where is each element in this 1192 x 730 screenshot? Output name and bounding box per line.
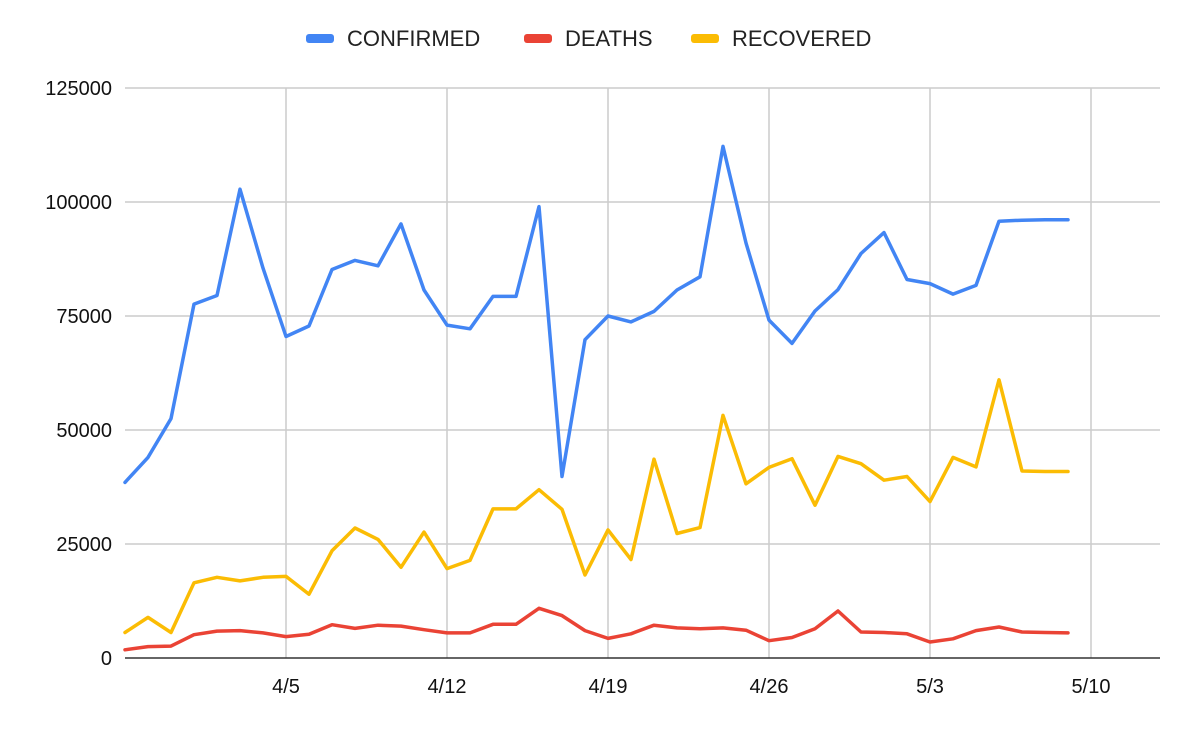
legend-swatch-confirmed [306,34,334,43]
x-tick-label: 4/12 [428,676,467,698]
legend-label-confirmed: CONFIRMED [347,26,480,51]
y-tick-label: 0 [101,648,112,670]
gridlines [125,87,1160,658]
y-tick-label: 125000 [45,78,112,100]
series-line-recovered[interactable] [123,378,1070,635]
x-tick-label: 4/19 [589,676,628,698]
x-tick-label: 4/5 [272,676,300,698]
x-tick-label: 5/10 [1072,676,1111,698]
legend-label-recovered: RECOVERED [732,26,871,51]
legend-swatch-deaths [524,34,552,43]
legend-item-recovered[interactable]: RECOVERED [691,26,871,51]
y-tick-label: 25000 [56,534,112,556]
series-line-deaths[interactable] [123,606,1070,652]
legend-item-confirmed[interactable]: CONFIRMED [306,26,480,51]
legend-swatch-recovered [691,34,719,43]
x-tick-label: 4/26 [750,676,789,698]
legend-label-deaths: DEATHS [565,26,653,51]
y-tick-label: 75000 [56,306,112,328]
x-tick-label: 5/3 [916,676,944,698]
series-line-confirmed[interactable] [123,144,1070,485]
legend-item-deaths[interactable]: DEATHS [524,26,653,51]
chart-legend: CONFIRMED DEATHS RECOVERED [306,26,871,51]
y-tick-label: 50000 [56,420,112,442]
series-lines [123,144,1070,652]
y-tick-label: 100000 [45,192,112,214]
axes: 0 25000 50000 75000 100000 125000 4/5 4/12 4/19 4… [45,78,1160,698]
